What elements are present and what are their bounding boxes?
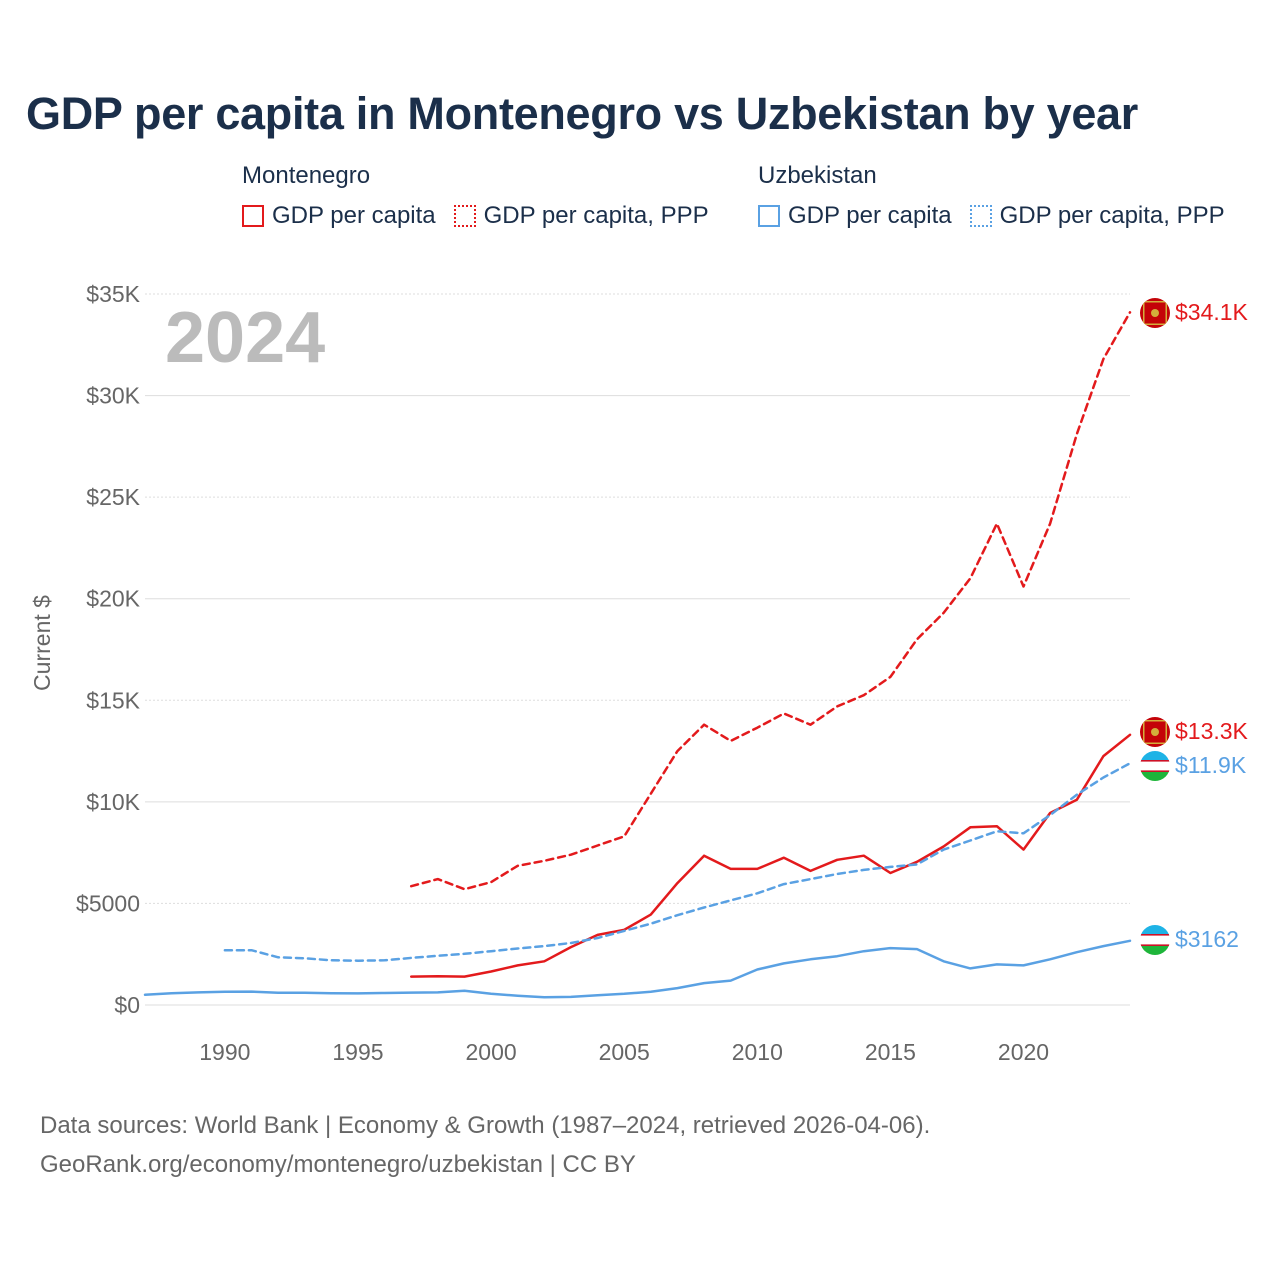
y-tick-label: $25K [86,484,140,510]
series-line-2 [143,939,1132,999]
y-tick-label: $20K [86,586,140,612]
year-watermark: 2024 [165,298,325,378]
footer: Data sources: World Bank | Economy & Gro… [40,1106,930,1184]
legend-item-label: GDP per capita, PPP [483,202,709,229]
footer-link[interactable]: GeoRank.org/economy/montenegro/uzbekista… [40,1151,636,1178]
uzbekistan-flag-icon [1140,925,1170,955]
legend-swatch-solid [242,205,264,227]
y-tick-label: $5000 [76,890,140,916]
footer-sources: Data sources: World Bank | Economy & Gro… [40,1112,931,1139]
y-tick-label: $0 [114,992,140,1018]
legend-group-title: Montenegro [242,162,371,189]
axis-layer: $0 $5000 $10K $15K $20K $25K $30K $35K 1990 1995 2… [76,281,1049,1065]
series-layer [143,311,1132,999]
legend-item-label: GDP per capita [272,202,436,229]
series-line-0 [409,733,1132,978]
legend-swatch-dotted [453,205,476,227]
legend-item-montenegro-gdp[interactable]: GDP per capita [242,202,436,230]
legend-swatch-dotted [969,205,992,227]
y-tick-label: $35K [86,281,140,307]
y-tick-label: $15K [86,687,140,713]
end-label-montenegro-gdp-ppp: $34.1K [1175,299,1249,325]
x-tick-label: 1990 [199,1039,250,1065]
end-label-uzbekistan-gdp: $3162 [1175,926,1239,952]
series-line-3 [223,762,1132,962]
y-tick-label: $30K [86,383,140,409]
x-tick-label: 2020 [998,1039,1049,1065]
y-axis-title: Current $ [29,595,55,691]
legend-item-label: GDP per capita, PPP [999,202,1225,229]
uzbekistan-flag-icon [1140,751,1170,781]
legend-item-uzbekistan-gdp-ppp[interactable]: GDP per capita, PPP [969,202,1225,230]
montenegro-flag-icon [1140,717,1170,747]
x-tick-label: 2015 [865,1039,916,1065]
legend-group-uzbekistan: Uzbekistan GDP per capita GDP per capita… [758,162,1243,230]
x-tick-label: 2005 [599,1039,650,1065]
y-tick-label: $10K [86,789,140,815]
x-tick-label: 2010 [732,1039,783,1065]
series-line-1 [409,311,1132,891]
grid-layer [145,293,1130,1006]
legend-item-montenegro-gdp-ppp[interactable]: GDP per capita, PPP [453,202,709,230]
legend-swatch-solid [758,205,780,227]
legend-group-title: Uzbekistan [758,162,877,189]
legend-item-uzbekistan-gdp[interactable]: GDP per capita [758,202,952,230]
chart-title: GDP per capita in Montenegro vs Uzbekist… [26,88,1139,139]
x-tick-label: 1995 [332,1039,383,1065]
x-tick-label: 2000 [465,1039,516,1065]
legend-group-montenegro: Montenegro GDP per capita GDP per capita… [242,162,727,230]
montenegro-flag-icon [1140,298,1170,328]
end-label-montenegro-gdp: $13.3K [1175,718,1249,744]
legend-item-label: GDP per capita [788,202,952,229]
end-label-uzbekistan-gdp-ppp: $11.9K [1175,752,1247,778]
